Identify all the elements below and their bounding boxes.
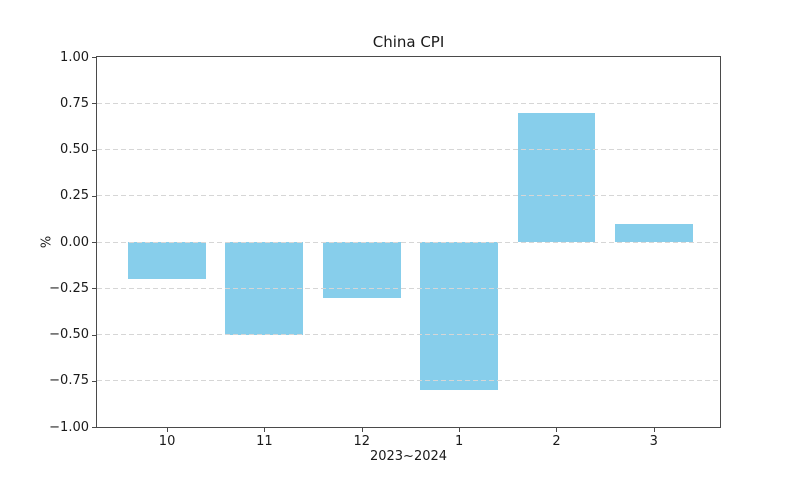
plot-area [96, 56, 721, 428]
y-gridline [97, 287, 720, 289]
chart-title: China CPI [372, 33, 445, 51]
y-gridline [97, 241, 720, 243]
y-tick-mark [92, 195, 96, 197]
x-tick-label: 1 [454, 434, 464, 449]
x-tick-mark [167, 428, 169, 432]
bar-3 [614, 223, 693, 242]
y-tick-label: 0.50 [60, 142, 89, 157]
y-tick-mark [92, 103, 96, 105]
x-tick-label: 2 [552, 434, 561, 449]
x-tick-mark [556, 428, 558, 432]
y-gridline [97, 149, 720, 150]
bar-2 [517, 112, 596, 242]
y-tick-mark [92, 57, 96, 58]
y-gridline [97, 334, 720, 335]
y-tick-label: −0.75 [49, 373, 89, 389]
y-tick-mark [92, 334, 96, 336]
x-axis-label: 2023~2024 [369, 449, 448, 464]
y-tick-mark [92, 242, 96, 243]
y-tick-mark [92, 149, 96, 151]
x-tick-label: 11 [256, 434, 273, 449]
y-tick-label: 0.00 [60, 234, 89, 250]
y-tick-mark [92, 288, 96, 290]
x-tick-label: 12 [353, 434, 371, 449]
y-tick-label: −1.00 [49, 419, 89, 435]
y-tick-mark [92, 427, 96, 428]
y-tick-label: −0.25 [49, 280, 89, 296]
x-tick-label: 3 [649, 434, 658, 449]
y-gridline [97, 195, 720, 197]
y-tick-label: 0.75 [60, 95, 89, 111]
bar-12 [322, 242, 401, 298]
x-tick-mark [264, 428, 266, 432]
y-tick-mark [92, 380, 96, 382]
y-gridline [97, 102, 720, 104]
x-tick-mark [459, 428, 461, 432]
y-gridline [97, 380, 720, 382]
bar-1 [420, 242, 499, 390]
y-tick-label: 1.00 [60, 49, 89, 65]
y-tick-label: −0.50 [49, 327, 89, 342]
x-tick-mark [653, 428, 655, 432]
y-tick-label: 0.25 [60, 188, 89, 204]
x-tick-mark [361, 428, 363, 432]
x-tick-label: 10 [158, 434, 176, 449]
bar-10 [128, 242, 207, 279]
